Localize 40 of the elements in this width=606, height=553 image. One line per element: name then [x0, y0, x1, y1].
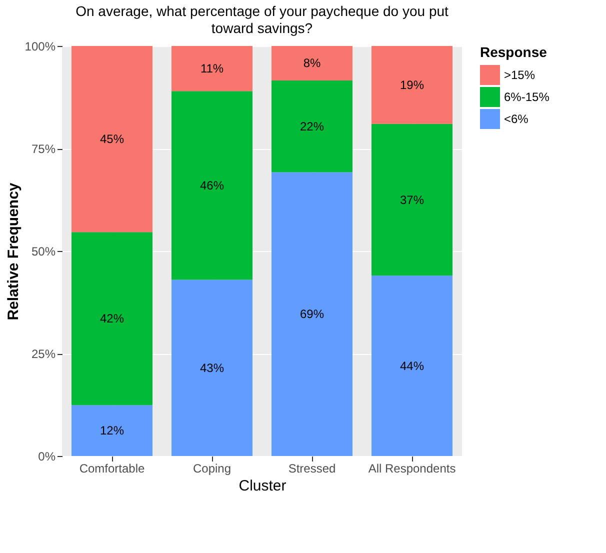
- x-tick-label: Comfortable: [79, 462, 145, 476]
- data-label: 37%: [400, 192, 424, 207]
- legend-label: 6%-15%: [504, 90, 550, 104]
- legend-label: >15%: [504, 68, 536, 82]
- bar: [172, 91, 252, 280]
- bar: [72, 405, 152, 456]
- data-label: 46%: [200, 178, 224, 192]
- bar: [372, 276, 452, 456]
- chart-title: On average, what percentage of your paycheque do you put toward savings?: [76, 3, 449, 36]
- y-tick-label: 0%: [38, 450, 56, 464]
- data-label: 8%: [303, 56, 321, 70]
- data-label: 11%: [200, 62, 224, 76]
- data-label: 45%: [100, 132, 124, 146]
- bar: [72, 232, 152, 406]
- bar: [372, 46, 452, 124]
- y-tick-label: 75%: [31, 142, 56, 156]
- data-label: 22%: [300, 119, 324, 134]
- data-label: 43%: [200, 360, 224, 375]
- y-axis-title: Relative Frequency: [4, 182, 22, 320]
- data-label: 44%: [400, 358, 424, 373]
- bar: [172, 46, 252, 92]
- bar: [272, 80, 352, 172]
- y-tick-label: 25%: [31, 347, 56, 361]
- data-label: 19%: [400, 78, 424, 92]
- y-tick-label: 50%: [31, 244, 56, 258]
- legend-label: <6%: [504, 112, 529, 126]
- x-tick-label: All Respondents: [368, 462, 456, 476]
- x-tick-label: Stressed: [288, 462, 336, 476]
- bar: [172, 280, 252, 456]
- bar: [272, 172, 352, 456]
- y-tick-label: 100%: [24, 40, 56, 54]
- bar: [72, 46, 152, 232]
- bar: [372, 124, 452, 276]
- data-label: 12%: [100, 424, 124, 438]
- bar: [272, 46, 352, 80]
- data-label: 42%: [100, 312, 124, 326]
- data-label: 69%: [300, 307, 324, 322]
- x-tick-label: Coping: [192, 462, 232, 476]
- legend-title: Response: [480, 44, 548, 60]
- x-axis-title: Cluster: [238, 478, 286, 494]
